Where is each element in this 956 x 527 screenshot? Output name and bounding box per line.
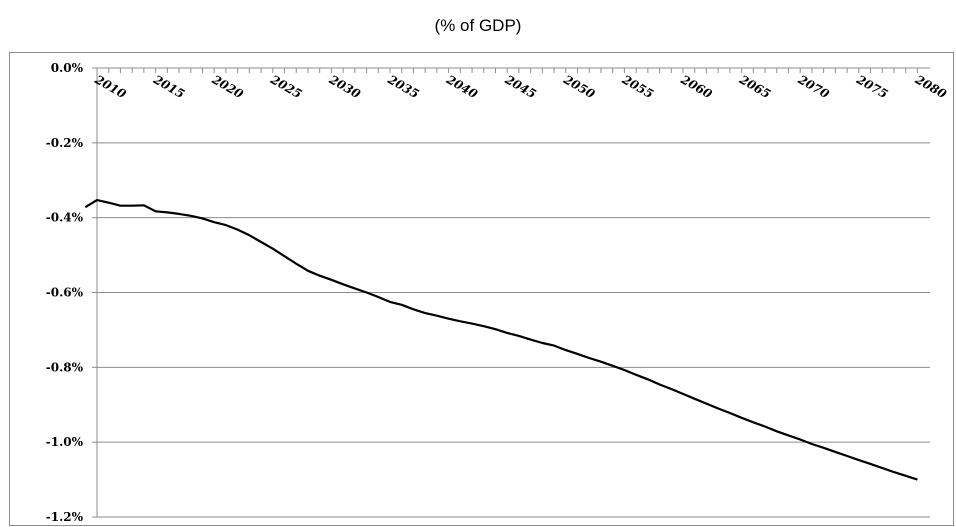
y-tick-label: -0.6% (46, 286, 84, 300)
x-tick-label: 2060 (678, 72, 715, 102)
x-tick-label: 2050 (560, 72, 597, 102)
y-tick-label: -0.4% (46, 211, 84, 225)
x-tick-label: 2055 (619, 72, 656, 101)
x-tick-label: 2025 (267, 72, 304, 101)
y-tick-label: -0.2% (46, 136, 84, 150)
series-line (84, 199, 918, 481)
x-tick-label: 2075 (853, 72, 890, 101)
x-tick-label: 2080 (912, 72, 949, 102)
x-tick-label: 2030 (326, 72, 363, 102)
y-tick-label: -0.8% (46, 360, 84, 374)
x-tick-label: 2045 (502, 72, 539, 101)
x-tick-label: 2020 (209, 72, 246, 102)
y-tick-label: -1.2% (46, 510, 84, 524)
x-tick-label: 2065 (736, 72, 773, 101)
chart-frame (9, 52, 954, 526)
x-tick-label: 2070 (795, 72, 832, 102)
chart-title: (% of GDP) (434, 16, 522, 35)
y-tick-label: -1.0% (46, 435, 84, 449)
x-tick-label: 2040 (443, 72, 480, 102)
x-tick-label: 2015 (150, 72, 187, 101)
y-tick-label: 0.0% (51, 61, 84, 75)
x-tick-label: 2035 (385, 72, 422, 101)
